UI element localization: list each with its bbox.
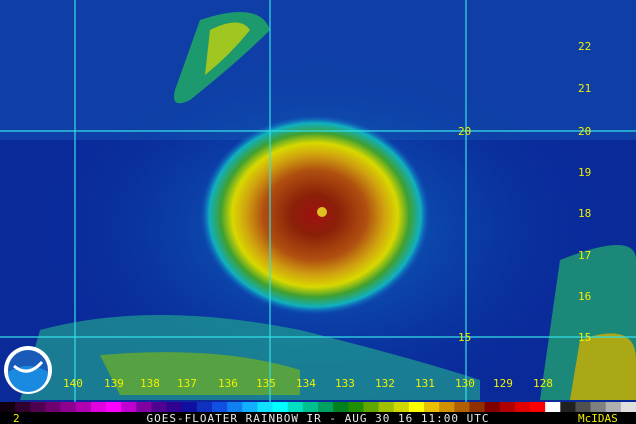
image-caption: GOES-FLOATER RAINBOW IR - AUG 30 16 11:0…: [146, 412, 489, 424]
colorbar-swatch: [424, 402, 440, 412]
colorbar-swatch: [439, 402, 455, 412]
lon-label: 137: [177, 377, 197, 390]
lat-label: 18: [578, 207, 591, 220]
lon-label: 132: [375, 377, 395, 390]
colorbar-swatch: [408, 402, 425, 412]
colorbar-swatch: [181, 402, 198, 412]
lon-label: 139: [104, 377, 124, 390]
lat-label: 17: [578, 249, 591, 262]
colorbar-swatch: [560, 402, 576, 412]
colorbar-swatch: [242, 402, 258, 412]
colorbar-swatch: [363, 402, 380, 412]
colorbar-swatch: [15, 402, 31, 412]
lon-label: 128: [533, 377, 553, 390]
lon-label: 129: [493, 377, 513, 390]
colorbar-swatch: [136, 402, 152, 412]
lat-label-inner: 15: [458, 331, 471, 344]
colorbar-swatch: [530, 402, 546, 412]
lon-label: 130: [455, 377, 475, 390]
lon-label: 140: [63, 377, 83, 390]
colorbar-swatch: [620, 402, 636, 412]
colorbar-swatch: [287, 402, 304, 412]
colorbar-swatch: [151, 402, 168, 412]
colorbar-swatch: [484, 402, 501, 412]
colorbar-swatch: [393, 402, 410, 412]
colorbar-swatch: [90, 402, 107, 412]
colorbar-swatch: [378, 402, 395, 412]
colorbar-swatch: [469, 402, 486, 412]
colorbar-swatch: [121, 402, 137, 412]
lat-label: 16: [578, 290, 591, 303]
gridlines: [0, 0, 636, 402]
colorbar-swatch: [545, 402, 561, 412]
colorbar-swatch: [454, 402, 470, 412]
lat-label: 21: [578, 82, 591, 95]
colorbar-swatch: [75, 402, 92, 412]
lon-label: 134: [296, 377, 316, 390]
colorbar-swatch: [212, 402, 228, 412]
lat-label: 19: [578, 166, 591, 179]
lat-label-inner: 20: [458, 125, 471, 138]
colorbar-swatch: [499, 402, 516, 412]
lat-label: 20: [578, 125, 591, 138]
colorbar-swatch: [45, 402, 62, 412]
lon-label: 133: [335, 377, 355, 390]
colorbar-swatch: [605, 402, 622, 412]
colorbar-swatch: [318, 402, 334, 412]
colorbar-swatch: [257, 402, 274, 412]
hurricane: [200, 115, 430, 315]
colorbar-swatch: [60, 402, 77, 412]
colorbar-swatch: [272, 402, 289, 412]
corner-mark: 2: [13, 412, 20, 424]
noaa-logo: [4, 346, 52, 394]
hurricane-eye: [317, 207, 327, 217]
colorbar-swatch: [196, 402, 213, 412]
colorbar-swatch: [575, 402, 592, 412]
mcidas-label: McIDAS: [578, 412, 618, 424]
colorbar-swatch: [348, 402, 364, 412]
colorbar-swatch: [514, 402, 531, 412]
lon-label: 138: [140, 377, 160, 390]
color-scale-bar: [0, 402, 636, 412]
colorbar-swatch: [166, 402, 183, 412]
lon-label: 131: [415, 377, 435, 390]
lat-label: 22: [578, 40, 591, 53]
colorbar-swatch: [106, 402, 122, 412]
lon-label: 135: [256, 377, 276, 390]
latitude-labels: 22 21 20 19 18 17 16 15 20 15: [458, 40, 591, 344]
colorbar-swatch: [227, 402, 243, 412]
colorbar-swatch: [333, 402, 349, 412]
colorbar-swatch: [590, 402, 607, 412]
colorbar-swatch: [302, 402, 319, 412]
lon-label: 136: [218, 377, 238, 390]
colorbar-swatch: [0, 402, 16, 412]
lat-label: 15: [578, 331, 591, 344]
colorbar-swatch: [30, 402, 46, 412]
